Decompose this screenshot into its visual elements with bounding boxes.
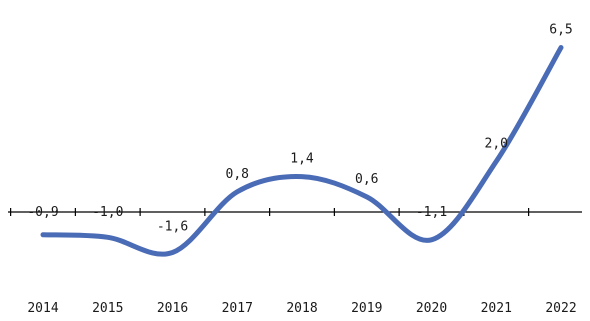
data-label: 0,8 bbox=[226, 167, 249, 182]
data-label: -1,0 bbox=[92, 205, 123, 220]
x-tick-label: 2020 bbox=[416, 301, 447, 316]
data-label: -1,1 bbox=[416, 205, 447, 220]
x-tick-label: 2014 bbox=[27, 301, 58, 316]
series-line bbox=[40, 45, 564, 257]
data-label: -1,6 bbox=[157, 219, 188, 234]
x-tick-label: 2017 bbox=[222, 301, 253, 316]
x-tick-label: 2019 bbox=[351, 301, 382, 316]
data-label: 6,5 bbox=[549, 23, 572, 38]
data-label: 1,4 bbox=[290, 152, 314, 167]
x-tick-label: 2021 bbox=[481, 301, 512, 316]
data-label: 2,0 bbox=[485, 136, 508, 151]
x-tick-labels: 2014 2015 2016 2017 2018 2019 2020 2021 2022 bbox=[27, 301, 576, 316]
data-labels: -0,9 -1,0 -1,6 0,8 1,4 0,6 -1,1 2,0 6,5 bbox=[27, 23, 572, 235]
x-tick-label: 2022 bbox=[545, 301, 576, 316]
data-label: 0,6 bbox=[355, 172, 378, 187]
data-label: -0,9 bbox=[27, 205, 58, 220]
x-tick-label: 2015 bbox=[92, 301, 123, 316]
x-tick-label: 2016 bbox=[157, 301, 188, 316]
x-tick-label: 2018 bbox=[286, 301, 317, 316]
